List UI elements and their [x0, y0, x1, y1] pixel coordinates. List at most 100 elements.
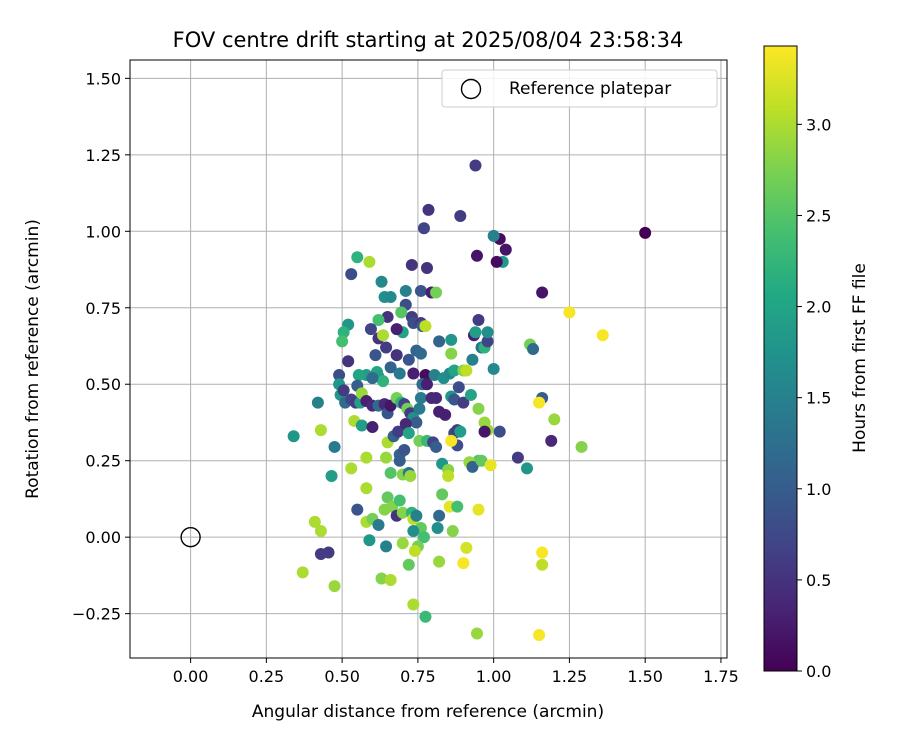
- data-point: [533, 629, 546, 642]
- data-point: [466, 460, 479, 473]
- data-point: [377, 375, 390, 388]
- data-point: [410, 509, 423, 522]
- data-point: [333, 369, 346, 382]
- data-point: [287, 430, 300, 443]
- x-tick-label: 1.50: [627, 667, 663, 686]
- data-point: [328, 580, 341, 593]
- y-tick-label: 0.00: [85, 528, 121, 547]
- data-point: [311, 396, 324, 409]
- data-point: [487, 229, 500, 242]
- data-point: [493, 425, 506, 438]
- y-tick-label: 0.75: [85, 299, 121, 318]
- colorbar-tick-label: 2.0: [806, 298, 831, 317]
- x-tick-label: 0.50: [324, 667, 360, 686]
- data-point: [487, 362, 500, 375]
- data-point: [445, 347, 458, 360]
- data-point: [380, 540, 393, 553]
- data-point: [369, 349, 382, 362]
- data-point: [433, 555, 446, 568]
- data-point: [314, 424, 327, 437]
- data-point: [336, 335, 349, 348]
- legend: Reference platepar: [441, 69, 718, 108]
- colorbar: 0.0 0.5 1.0 1.5 2.0 2.5 3.0 Hours from first F…: [763, 45, 870, 681]
- y-tick-label: 0.50: [85, 375, 121, 394]
- data-point: [381, 310, 394, 323]
- data-point: [322, 546, 335, 559]
- data-point: [536, 558, 549, 571]
- data-point: [351, 503, 364, 516]
- data-point: [490, 255, 503, 268]
- data-point: [296, 566, 309, 579]
- data-point: [398, 444, 411, 456]
- data-point: [499, 243, 512, 256]
- data-point: [536, 286, 549, 299]
- data-point: [355, 419, 368, 432]
- data-point: [469, 326, 482, 339]
- data-point: [393, 494, 406, 507]
- data-point: [351, 251, 364, 264]
- data-point: [457, 557, 470, 570]
- data-point: [384, 574, 397, 586]
- data-point: [402, 558, 415, 571]
- y-tick-label: −0.25: [72, 605, 121, 624]
- colorbar-ticks: 0.0 0.5 1.0 1.5 2.0 2.5 3.0: [797, 115, 831, 681]
- data-point: [475, 454, 488, 467]
- data-point: [325, 470, 338, 482]
- data-point: [372, 314, 385, 326]
- data-point: [402, 427, 415, 440]
- data-point: [363, 255, 376, 268]
- data-point: [596, 329, 609, 342]
- data-point: [451, 500, 464, 513]
- data-point: [342, 355, 355, 368]
- data-point: [472, 402, 485, 415]
- data-point: [469, 159, 482, 172]
- data-point: [375, 275, 388, 288]
- data-point: [345, 268, 358, 281]
- data-point: [431, 522, 444, 534]
- data-point: [420, 378, 433, 391]
- data-point: [407, 525, 420, 538]
- data-point: [363, 534, 376, 547]
- data-point: [472, 503, 485, 516]
- data-point: [337, 326, 350, 339]
- data-point: [417, 222, 430, 235]
- data-point: [384, 361, 397, 374]
- data-point: [377, 329, 390, 342]
- data-point: [396, 506, 409, 519]
- data-point: [393, 367, 406, 380]
- data-point: [407, 367, 420, 380]
- data-point: [436, 488, 449, 501]
- data-point: [484, 459, 497, 472]
- data-point: [520, 462, 533, 475]
- legend-label: Reference platepar: [509, 79, 671, 99]
- x-tick-label: 0.00: [173, 667, 209, 686]
- data-point: [481, 326, 494, 339]
- data-point: [433, 509, 446, 522]
- y-axis-label: Rotation from reference (arcmin): [23, 219, 43, 499]
- x-axis-label: Angular distance from reference (arcmin): [252, 702, 604, 722]
- colorbar-gradient: [763, 45, 798, 672]
- data-point: [454, 425, 467, 438]
- data-point: [430, 392, 443, 404]
- data-point: [405, 258, 418, 271]
- colorbar-tick-label: 3.0: [806, 115, 831, 134]
- data-point: [417, 531, 430, 544]
- y-tick-label: 1.50: [85, 69, 121, 88]
- data-point: [460, 541, 473, 554]
- data-point: [454, 210, 467, 222]
- data-point: [314, 525, 327, 538]
- data-point: [419, 369, 432, 382]
- data-point: [360, 482, 373, 495]
- data-point: [372, 518, 385, 531]
- data-point: [380, 451, 393, 464]
- data-point: [428, 369, 441, 382]
- data-point: [419, 320, 432, 333]
- reference-platepar-marker: [180, 526, 201, 548]
- grid-lines: [130, 60, 727, 658]
- colorbar-label: Hours from first FF file: [850, 263, 870, 453]
- data-point: [481, 335, 494, 348]
- data-point: [366, 421, 379, 434]
- x-tick-label: 0.25: [249, 667, 285, 686]
- colorbar-tick-label: 0.5: [806, 571, 831, 590]
- data-point: [575, 440, 588, 453]
